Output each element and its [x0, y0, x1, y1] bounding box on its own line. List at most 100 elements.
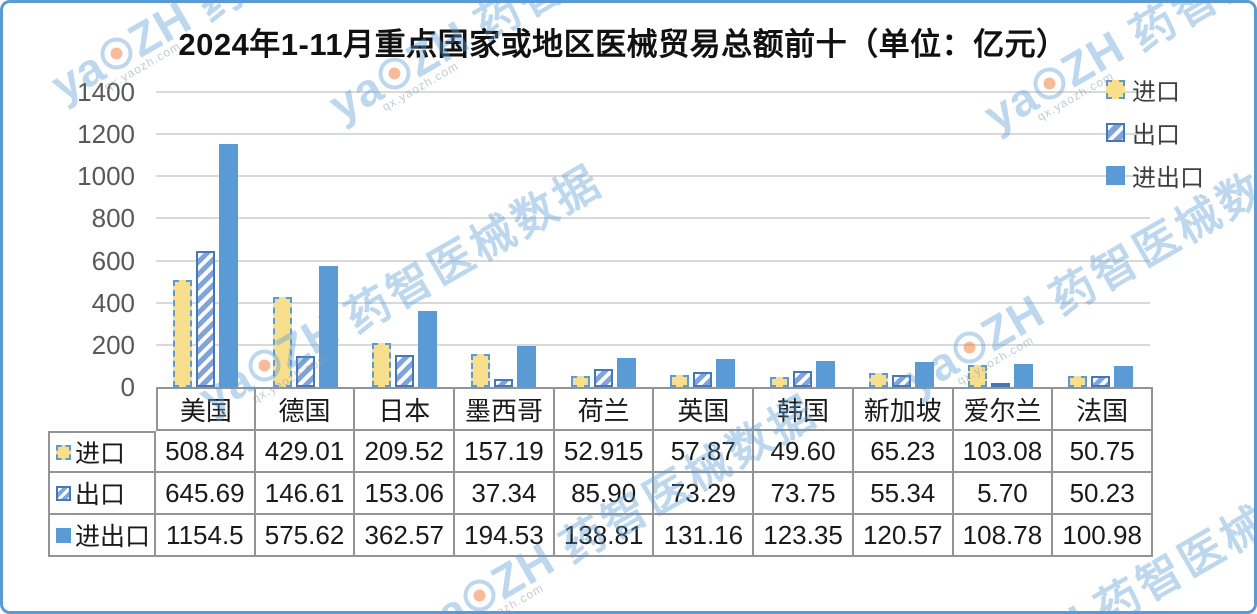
legend-label: 出口 — [1132, 121, 1180, 149]
table-column-header: 英国 — [654, 387, 755, 431]
bar-import — [769, 376, 789, 387]
gridline — [156, 91, 1150, 93]
table-cell: 5.70 — [953, 473, 1054, 515]
y-axis-tick-label: 1400 — [77, 77, 135, 107]
table-cell: 645.69 — [156, 473, 256, 515]
table-cell: 131.16 — [654, 515, 755, 557]
bar-export — [593, 368, 613, 387]
y-axis-tick-label: 800 — [91, 203, 135, 234]
table-row-label-text: 进口 — [75, 440, 126, 468]
y-axis-tick-label: 200 — [91, 329, 135, 360]
bar-export — [494, 379, 514, 387]
bar-import — [570, 375, 590, 387]
table-column-header: 美国 — [156, 387, 256, 431]
bar-import — [173, 279, 193, 387]
table-cell: 123.35 — [754, 515, 854, 557]
gridline — [156, 133, 1150, 136]
total-swatch-icon — [1106, 165, 1125, 185]
gridline — [156, 259, 1150, 262]
bar-import — [869, 373, 888, 387]
y-axis-tick-label: 1200 — [77, 119, 135, 150]
yaozh-logo-ring-icon — [94, 31, 139, 76]
table-row-label-text: 进出口 — [75, 523, 151, 551]
y-axis-tick-label: 600 — [91, 245, 135, 276]
table-cell: 108.78 — [953, 515, 1054, 557]
chart-title: 2024年1-11月重点国家或地区医械贸易总额前十（单位：亿元） — [178, 27, 1068, 62]
total-swatch-icon — [56, 527, 71, 543]
bar-import — [471, 353, 491, 387]
yaozh-logo-prefix: ya — [405, 581, 478, 611]
bar-total — [418, 310, 437, 387]
bar-total — [716, 359, 736, 387]
legend-item-import: 进口 — [1106, 75, 1204, 106]
table-cell: 37.34 — [455, 473, 555, 515]
legend-item-total: 进出口 — [1106, 161, 1204, 192]
import-swatch-icon — [56, 444, 71, 460]
table-row-label: 出口 — [48, 473, 156, 515]
y-axis: 0 200 400 600 800 1000 1200 1400 — [33, 77, 143, 402]
gridline — [156, 217, 1150, 220]
table-cell: 50.75 — [1053, 431, 1153, 473]
bar-export — [892, 375, 911, 387]
table-column-header: 新加坡 — [853, 387, 954, 431]
table-column-header: 法国 — [1053, 387, 1153, 431]
bar-export — [693, 371, 713, 387]
bar-total — [1113, 365, 1133, 387]
table-cell: 508.84 — [156, 431, 256, 473]
table-cell: 362.57 — [355, 515, 456, 557]
y-axis-tick-label: 0 — [120, 372, 135, 402]
plot-area — [156, 91, 1150, 387]
bar-total — [219, 143, 239, 387]
table-row-label: 进出口 — [48, 515, 156, 557]
gridline — [156, 301, 1150, 304]
y-axis-tick-label: 400 — [91, 287, 135, 318]
table-cell: 120.57 — [853, 515, 954, 557]
table-cell: 85.90 — [554, 473, 655, 515]
bar-import — [1067, 376, 1087, 387]
table-column-header: 爱尔兰 — [953, 387, 1054, 431]
bar-export — [991, 383, 1011, 387]
table-cell: 1154.5 — [156, 515, 256, 557]
bar-import — [968, 365, 988, 387]
table-cell: 153.06 — [355, 473, 456, 515]
bar-export — [295, 356, 315, 387]
table-cell: 429.01 — [255, 431, 356, 473]
data-table: 美国 德国 日本 墨西哥 荷兰 英国 韩国 新加坡 爱尔兰 法国 进口 508.84 429.01 209… — [48, 387, 1153, 557]
bar-export — [792, 371, 812, 387]
bar-total — [915, 361, 934, 387]
table-cell: 52.915 — [554, 431, 655, 473]
legend: 进口 出口 进出口 — [1106, 75, 1204, 204]
table-cell: 100.98 — [1053, 515, 1153, 557]
table-cell: 575.62 — [255, 515, 356, 557]
bar-total — [616, 357, 636, 387]
table-cell: 209.52 — [355, 431, 456, 473]
gridline — [156, 175, 1150, 178]
table-cell: 103.08 — [953, 431, 1054, 473]
export-swatch-icon — [1106, 122, 1125, 142]
table-row-label-text: 出口 — [75, 481, 126, 509]
table-column-header: 荷兰 — [554, 387, 655, 431]
bar-total — [1014, 364, 1034, 387]
legend-item-export: 出口 — [1106, 118, 1204, 149]
yaozh-domain-text: qx.yaozh.com — [464, 580, 547, 614]
table-cell: 157.19 — [455, 431, 555, 473]
table-cell: 49.60 — [754, 431, 854, 473]
bar-import — [670, 374, 690, 387]
table-cell: 73.75 — [754, 473, 854, 515]
table-cell: 194.53 — [455, 515, 555, 557]
bar-export — [196, 250, 216, 387]
table-cell: 57.87 — [654, 431, 755, 473]
table-cell: 55.34 — [853, 473, 954, 515]
legend-label: 进口 — [1132, 78, 1180, 106]
table-column-header: 墨西哥 — [455, 387, 555, 431]
table-cell: 138.81 — [554, 515, 655, 557]
yaozh-logo-ring-icon — [457, 573, 502, 611]
bar-import — [272, 296, 292, 387]
bar-export — [395, 354, 414, 387]
bar-export — [1090, 376, 1110, 387]
table-column-header: 德国 — [255, 387, 356, 431]
y-axis-tick-label: 1000 — [77, 161, 135, 192]
table-column-header: 日本 — [355, 387, 456, 431]
